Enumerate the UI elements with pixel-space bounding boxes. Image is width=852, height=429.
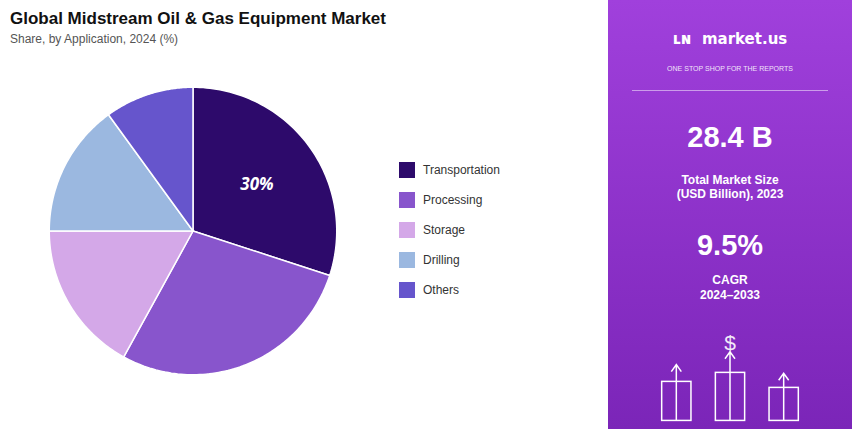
html-text:Global Midstream Oil & Gas Equ: Global Midstream Oil & Gas Equipment Mar… [10,9,386,28]
html-text:9.5%: 9.5% [696,228,764,261]
html-text:ʟɴ market.us: ʟɴ market.us [672,29,788,48]
html-text:Storage: Storage [423,223,465,238]
html-text:Processing: Processing [423,193,483,208]
html-text:Share, by Application, 2024 (%: Share, by Application, 2024 (%) [10,32,179,47]
html-text:Total Market Size (USD Billion: Total Market Size (USD Billion), 2023 [676,172,784,201]
html-text:Drilling: Drilling [423,253,460,268]
html-text:Others: Others [423,283,459,298]
html-text:Transportation: Transportation [423,163,500,178]
svg-text:30%: 30% [240,172,273,195]
html-text:ONE STOP SHOP FOR THE REPORTS: ONE STOP SHOP FOR THE REPORTS [667,64,793,72]
html-text:CAGR 2024–2033: CAGR 2024–2033 [700,273,760,302]
html-text:28.4 B: 28.4 B [687,120,773,153]
